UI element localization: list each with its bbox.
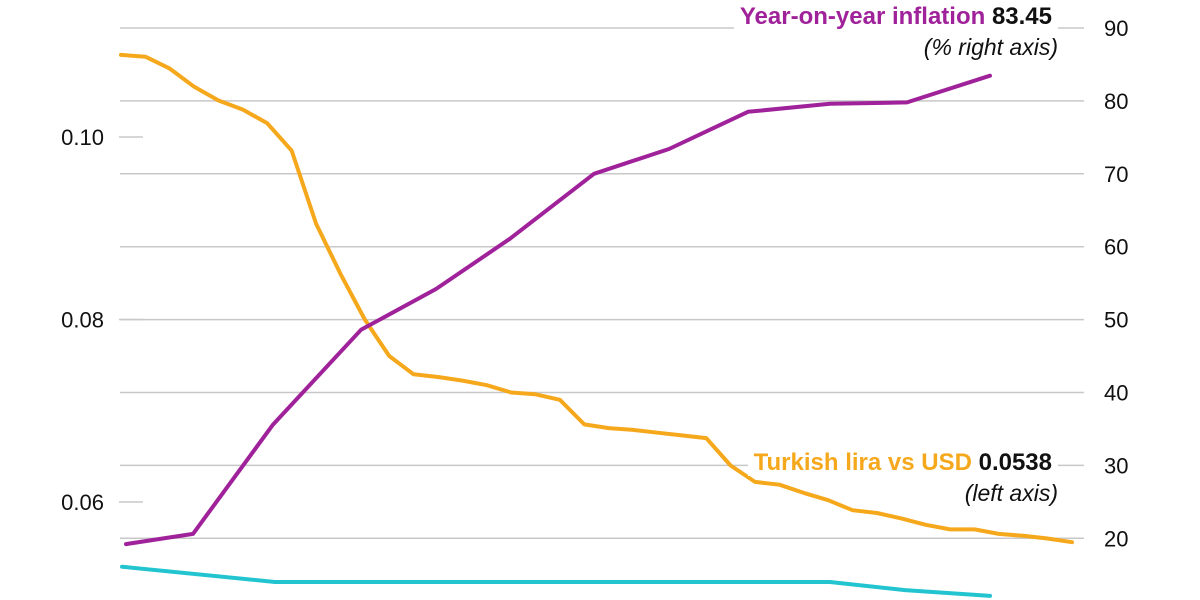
inflation-legend: Year-on-year inflation 83.45 (% right ax…	[733, 2, 1058, 62]
right-tick-label: 30	[1104, 453, 1128, 478]
left-tick-label: 0.10	[61, 125, 104, 150]
left-tick-label: 0.08	[61, 308, 104, 333]
right-axis: 90 80 70 60 50 40 30 20	[1104, 16, 1128, 551]
lira-legend-value: 0.0538	[978, 449, 1052, 476]
right-tick-label: 90	[1104, 16, 1128, 41]
left-tick-label: 0.06	[61, 490, 104, 515]
right-tick-label: 50	[1104, 308, 1128, 333]
right-tick-label: 40	[1104, 381, 1128, 406]
right-tick-label: 60	[1104, 235, 1128, 260]
gridlines	[120, 27, 1084, 540]
lira-series-line	[119, 52, 1074, 545]
cyan-series-line	[120, 564, 992, 598]
inflation-legend-note: (% right axis)	[923, 34, 1058, 60]
lira-legend-note: (left axis)	[964, 480, 1058, 506]
right-tick-label: 80	[1104, 89, 1128, 114]
right-tick-label: 70	[1104, 162, 1128, 187]
lira-legend: Turkish lira vs USD 0.0538 (left axis)	[747, 448, 1058, 508]
inflation-series-line	[124, 73, 992, 547]
lira-legend-label: Turkish lira vs USD	[753, 449, 972, 476]
inflation-legend-value: 83.45	[991, 3, 1052, 30]
left-axis: 0.10 0.08 0.06	[61, 125, 143, 515]
inflation-legend-label: Year-on-year inflation	[739, 3, 986, 30]
right-tick-label: 20	[1104, 526, 1128, 551]
